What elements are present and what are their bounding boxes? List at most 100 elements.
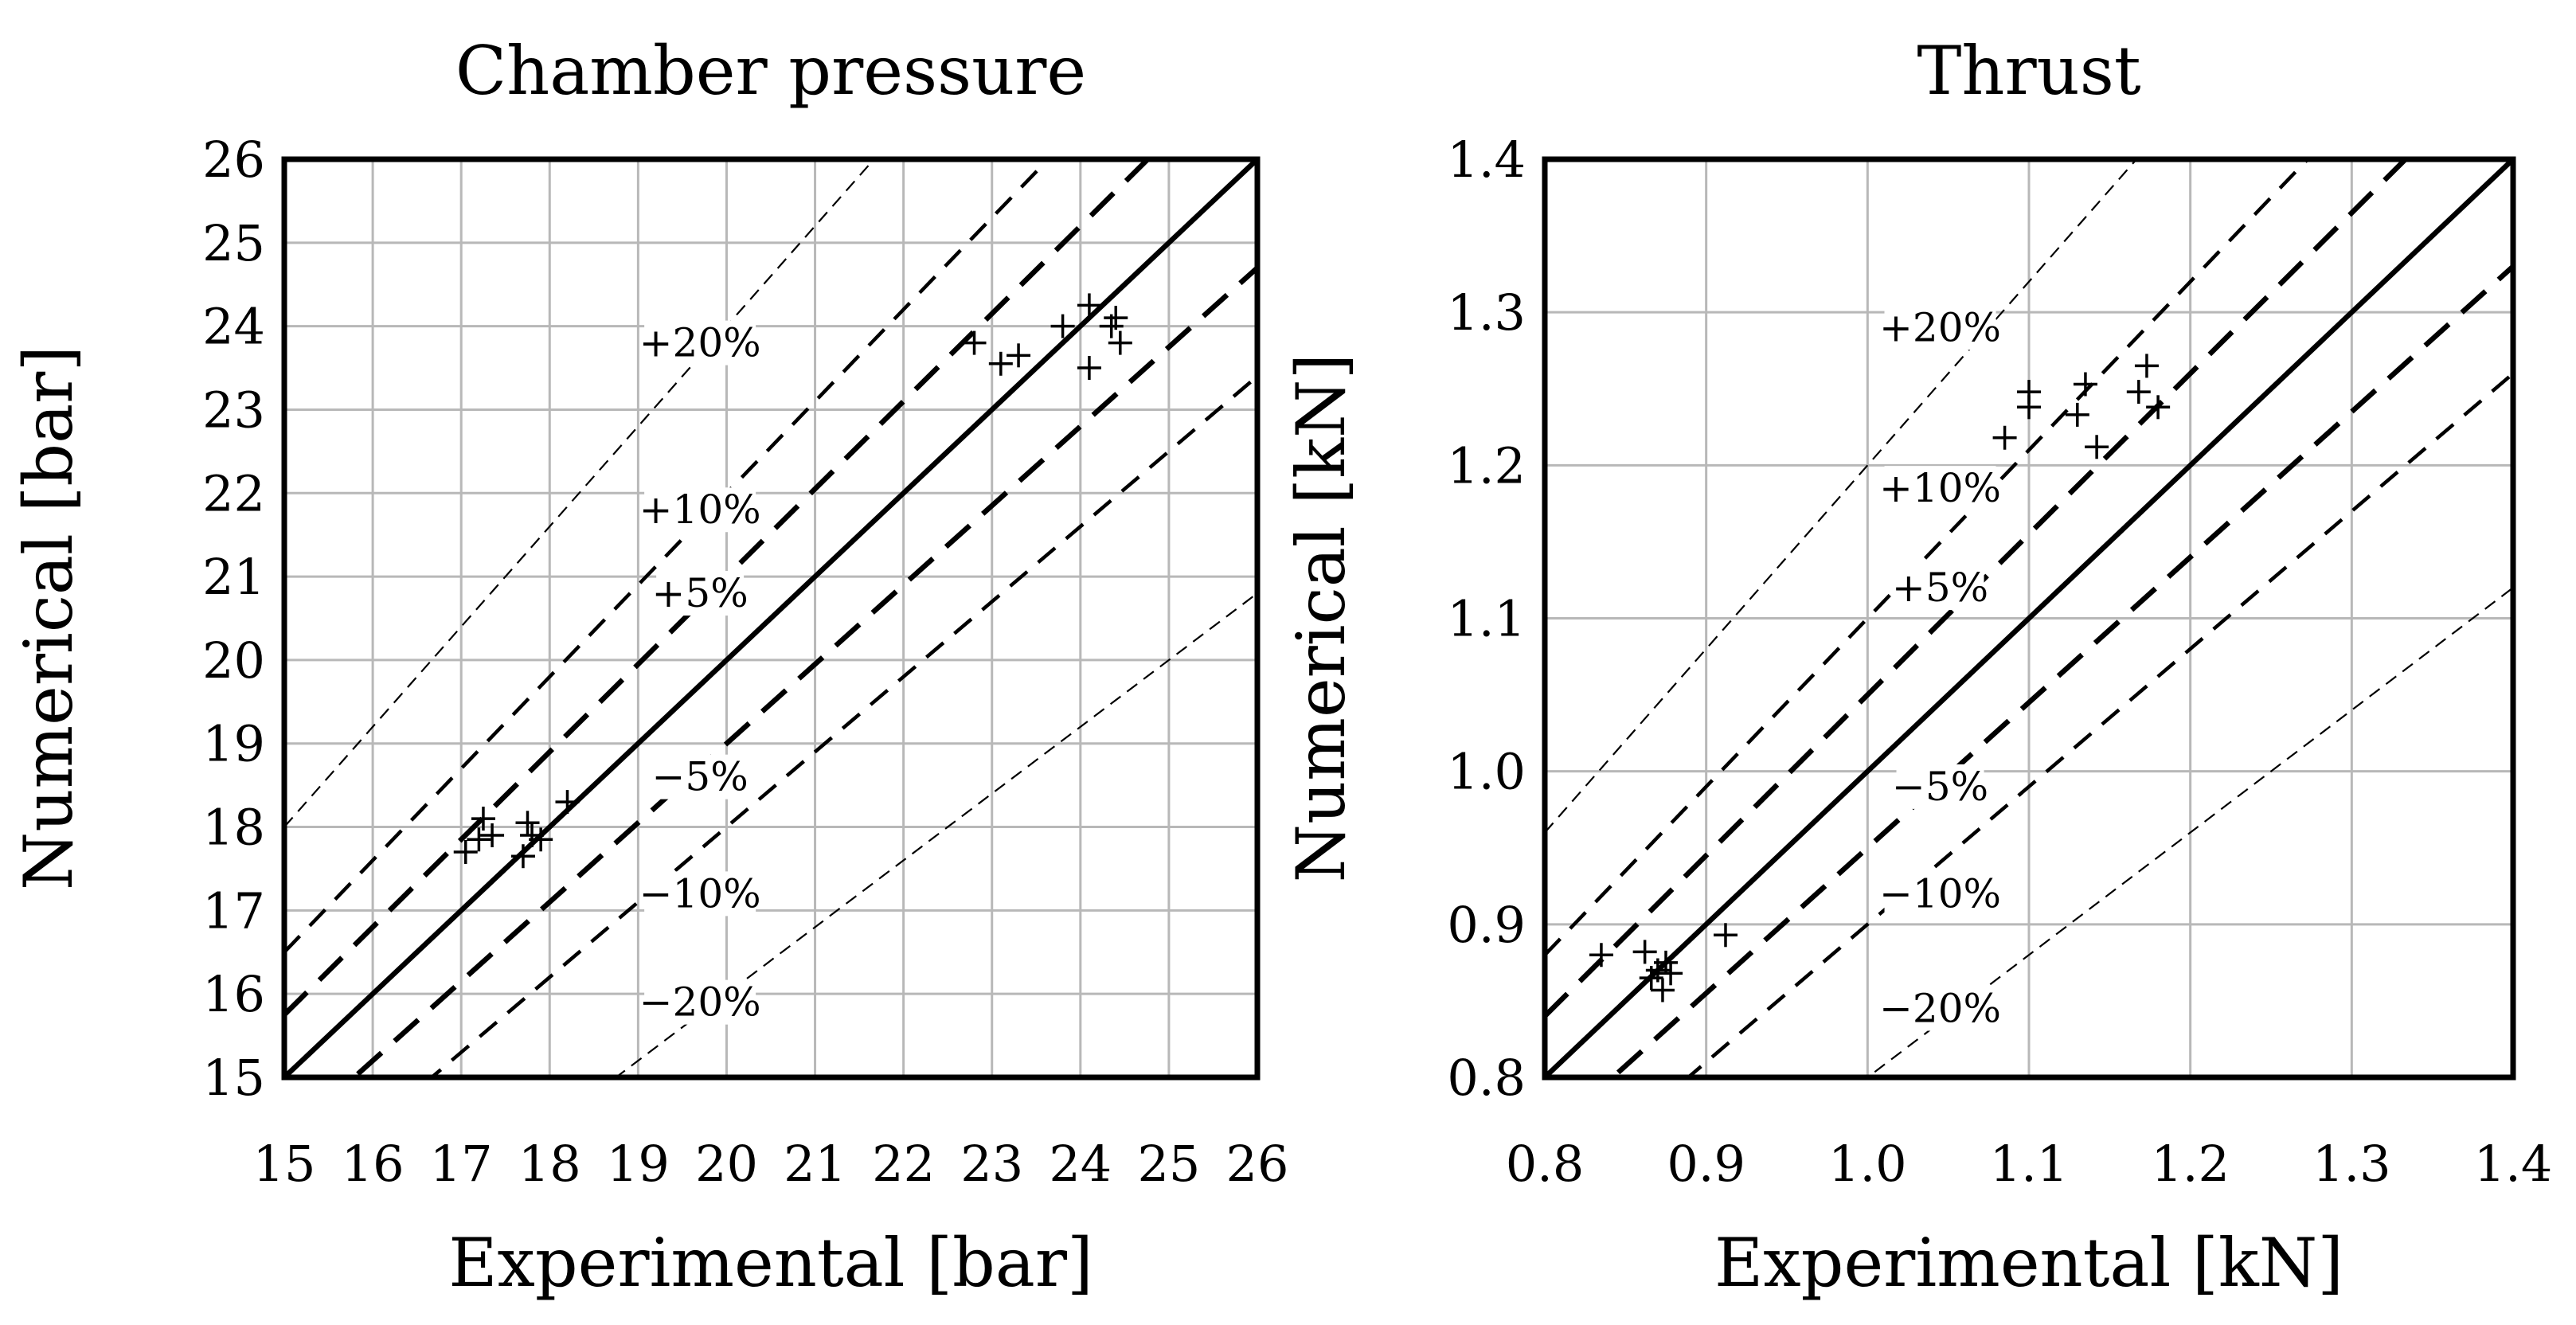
chart-2-x-tick-label: 0.8 xyxy=(1506,1135,1585,1193)
chart-2-y-tick-label: 1.0 xyxy=(1447,743,1526,801)
chart-2-band-label: −20% xyxy=(1879,986,2001,1032)
chart-1-y-tick-label: 15 xyxy=(202,1049,265,1107)
chart-thrust: +20% +10% +5% −5% −10% −20% 0.8 0.9 1.0 1.1 1.2 1.3… xyxy=(1282,32,2552,1302)
chart-2-ref-line-minus-10 xyxy=(1685,372,2513,1077)
chart-2-band-label: +5% xyxy=(1892,565,1988,611)
chart-1-y-tick-label: 24 xyxy=(202,298,265,356)
chart-1-y-tick-label: 21 xyxy=(202,548,265,606)
chart-1-y-axis-label: Numerical [bar] xyxy=(10,346,88,890)
chart-1-data-point xyxy=(988,351,1013,376)
chart-2-ref-line-plus-10 xyxy=(1545,159,2311,956)
chart-2-data-point xyxy=(2134,354,2159,378)
chart-2-x-tick-label: 1.0 xyxy=(1828,1135,1907,1193)
chart-2-band-label-bg xyxy=(1884,466,1996,511)
chart-1-x-tick-label: 23 xyxy=(960,1135,1023,1193)
chart-1-data-point xyxy=(1108,330,1132,355)
chart-2-band-label-bg xyxy=(1896,764,1984,809)
chart-1-ref-line-minus-5 xyxy=(350,265,1257,1077)
chart-1-band-label-bg xyxy=(644,979,756,1025)
chart-2-data-point xyxy=(1654,950,1678,975)
chart-2-band-label-bg xyxy=(1884,986,1996,1031)
chart-1-data-point xyxy=(1077,356,1101,381)
chart-1-y-tick-label: 26 xyxy=(202,131,265,189)
chart-2-band-label: +10% xyxy=(1879,465,2001,511)
chart-1-points xyxy=(453,293,1132,869)
chart-2-data-point xyxy=(1992,425,2017,450)
chart-2-band-label: −5% xyxy=(1892,764,1988,810)
chart-1-band-label-bg xyxy=(656,754,745,799)
chart-2-band-labels: +20% +10% +5% −5% −10% −20% xyxy=(1879,304,2001,1031)
chart-2-x-axis-label: Experimental [kN] xyxy=(1714,1224,2343,1302)
chart-2-data-point xyxy=(1659,961,1683,986)
chart-1-ref-line-plus-20 xyxy=(284,159,876,828)
chart-2-data-point xyxy=(2085,435,2109,459)
chart-1-x-tick-label: 25 xyxy=(1137,1135,1200,1193)
chart-1-y-tick-label: 20 xyxy=(202,631,265,690)
chart-2-plot-frame xyxy=(1542,156,2516,1081)
chart-1-y-tick-label: 22 xyxy=(202,464,265,522)
chart-1-y-tick-label: 17 xyxy=(202,881,265,940)
chart-2-band-label-bg xyxy=(1884,871,1996,917)
chart-2-x-tick-label: 1.1 xyxy=(1990,1135,2069,1193)
chart-1-band-label: +20% xyxy=(639,320,761,366)
chart-1-x-tick-label: 16 xyxy=(342,1135,405,1193)
chart-1-y-tick-label: 16 xyxy=(202,965,265,1023)
chart-2-reference-lines xyxy=(1545,159,2513,1077)
chart-1-data-point xyxy=(1104,306,1128,330)
chart-2-data-point xyxy=(2126,380,2151,405)
chart-1-band-label: +10% xyxy=(639,487,761,533)
chart-1-band-label-bg xyxy=(644,871,756,917)
chart-1-reference-lines xyxy=(284,159,1257,1077)
chart-1-band-label-bg xyxy=(656,571,745,616)
chart-1-data-point xyxy=(555,790,580,815)
chart-2-band-label-bg xyxy=(1896,565,1984,611)
chart-1-data-point xyxy=(515,811,540,835)
chart-1-data-point xyxy=(1050,314,1075,338)
chart-1-band-label: −20% xyxy=(639,979,761,1026)
chart-1-x-axis-label: Experimental [bar] xyxy=(448,1224,1093,1302)
chart-1-data-point xyxy=(480,823,505,848)
chart-1-data-point xyxy=(962,330,987,355)
chart-1-plot-frame xyxy=(281,156,1261,1081)
chart-1-x-tick-label: 19 xyxy=(607,1135,670,1193)
chart-chamber-pressure: +20% +10% +5% −5% −10% −20% 15 16 17 18 19 20 21 22 23… xyxy=(10,32,1289,1302)
chart-1-data-point xyxy=(467,827,491,852)
chart-2-data-point xyxy=(2017,380,2041,405)
chart-1-band-label-bg xyxy=(644,487,756,533)
chart-1-y-tick-label: 18 xyxy=(202,799,265,857)
chart-2-ref-line-plus-5 xyxy=(1545,159,2410,1018)
chart-1-band-label: −5% xyxy=(652,754,749,800)
chart-2-points xyxy=(1589,354,2171,1003)
chart-1-x-tick-label: 15 xyxy=(253,1135,316,1193)
chart-2-ref-line-minus-5 xyxy=(1609,264,2513,1077)
chart-1-title: Chamber pressure xyxy=(455,32,1086,110)
chart-1-x-tick-label: 17 xyxy=(430,1135,493,1193)
chart-2-data-point xyxy=(1650,978,1675,1003)
chart-1-ref-line-plus-10 xyxy=(284,159,1051,954)
chart-2-band-label: −10% xyxy=(1879,870,2001,917)
chart-2-y-tick-label: 1.2 xyxy=(1447,436,1526,494)
chart-2-data-point xyxy=(1632,940,1657,964)
chart-1-x-tick-label: 26 xyxy=(1226,1135,1289,1193)
chart-2-x-tick-label: 1.3 xyxy=(2312,1135,2391,1193)
chart-2-data-point xyxy=(2065,402,2089,427)
chart-2-title: Thrust xyxy=(1917,32,2140,110)
chart-1-ref-line-parity xyxy=(284,159,1257,1077)
chart-2-y-tick-label: 0.8 xyxy=(1447,1049,1526,1107)
chart-2-x-tick-label: 1.2 xyxy=(2151,1135,2230,1193)
chart-1-band-labels: +20% +10% +5% −5% −10% −20% xyxy=(639,320,761,1026)
chart-2-y-axis-label: Numerical [kN] xyxy=(1282,354,1360,883)
chart-1-data-point xyxy=(1007,343,1031,368)
chart-1-x-tick-label: 20 xyxy=(695,1135,758,1193)
chart-1-band-label: +5% xyxy=(652,570,749,616)
chart-2-y-tick-label: 1.1 xyxy=(1447,590,1526,648)
chart-1-y-tick-label: 23 xyxy=(202,381,265,439)
chart-2-y-tick-label: 0.9 xyxy=(1447,896,1526,954)
chart-2-y-tick-label: 1.4 xyxy=(1447,131,1526,189)
chart-1-data-point xyxy=(453,839,478,864)
chart-2-band-label-bg xyxy=(1884,305,1996,350)
chart-2-data-point xyxy=(1713,923,1738,948)
chart-1-x-tick-label: 22 xyxy=(872,1135,935,1193)
chart-2-data-point xyxy=(2073,372,2097,397)
